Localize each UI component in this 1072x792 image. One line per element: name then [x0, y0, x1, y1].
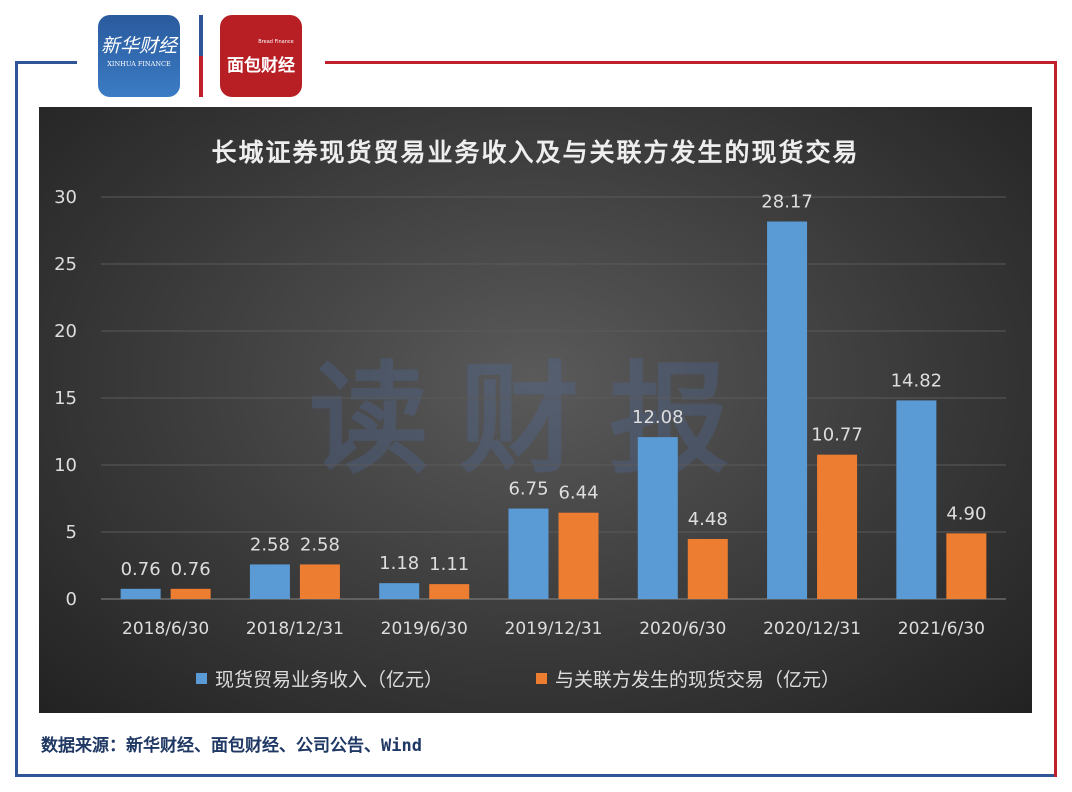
- logo-text: 新华财经: [100, 35, 177, 57]
- bar-revenue: [637, 437, 678, 599]
- data-label: 10.77: [811, 425, 863, 446]
- data-label: 12.08: [632, 407, 684, 428]
- frame-right: [1054, 61, 1057, 777]
- legend-label: 现货贸易业务收入（亿元）: [215, 669, 444, 691]
- legend-item-revenue: 现货贸易业务收入（亿元）: [196, 665, 443, 692]
- bar-revenue: [249, 564, 290, 599]
- frame-bottom: [15, 774, 1057, 777]
- logo-divider: [199, 15, 203, 56]
- data-label: 2.58: [300, 534, 340, 555]
- data-label: 14.82: [891, 370, 943, 391]
- bread-finance-logo: Bread Finance 面包财经: [220, 15, 302, 97]
- frame-top-red: [325, 61, 1057, 64]
- data-label: 1.11: [429, 554, 469, 575]
- bar-related-trade: [170, 588, 211, 599]
- data-label: 0.76: [121, 559, 161, 580]
- y-tick-label: 5: [66, 522, 77, 543]
- data-label: 4.90: [946, 503, 986, 524]
- chart-panel: 读财报 长城证券现货贸易业务收入及与关联方发生的现货交易 0 5 10 15 20 25 3…: [39, 107, 1032, 713]
- legend-swatch-orange: [536, 673, 547, 684]
- chart-title: 长城证券现货贸易业务收入及与关联方发生的现货交易: [211, 138, 860, 167]
- data-label: 28.17: [761, 192, 813, 213]
- data-label: 4.48: [688, 509, 728, 530]
- frame-left: [15, 61, 18, 777]
- frame-top-blue: [15, 61, 77, 64]
- y-tick-label: 30: [54, 187, 77, 208]
- bar-related-trade: [687, 538, 728, 599]
- logo-text: 面包财经: [227, 56, 295, 76]
- y-tick-label: 25: [54, 254, 77, 275]
- x-tick-label: 2020/6/30: [639, 619, 726, 639]
- data-label: 0.76: [171, 559, 211, 580]
- bar-related-trade: [558, 512, 599, 599]
- x-tick-label: 2021/6/30: [898, 619, 985, 639]
- data-label: 2.58: [250, 534, 290, 555]
- x-tick-label: 2018/12/31: [246, 619, 344, 639]
- x-tick-label: 2020/12/31: [763, 619, 861, 639]
- bar-related-trade: [429, 584, 470, 599]
- bar-revenue: [379, 583, 420, 599]
- bar-chart: 0 5 10 15 20 25 30 2018/6/30 0.76 0.76 2018/12/31 2…: [54, 187, 1006, 639]
- legend-swatch-blue: [196, 673, 207, 684]
- data-label: 6.44: [558, 483, 598, 504]
- bar-revenue: [120, 588, 161, 599]
- x-tick-label: 2019/12/31: [505, 619, 603, 639]
- y-tick-label: 10: [54, 455, 77, 476]
- data-label: 1.18: [379, 553, 419, 574]
- legend-label: 与关联方发生的现货交易（亿元）: [555, 669, 841, 691]
- bar-related-trade: [299, 564, 340, 599]
- bar-revenue: [767, 221, 808, 599]
- xinhua-finance-logo: 新华财经 XINHUA FINANCE: [98, 15, 180, 97]
- y-tick-label: 20: [54, 321, 77, 342]
- source-note: 数据来源：新华财经、面包财经、公司公告、Wind: [41, 736, 422, 756]
- x-tick-label: 2019/6/30: [381, 619, 468, 639]
- logo-divider-red: [199, 56, 203, 97]
- logo-subtext: Bread Finance: [258, 39, 294, 45]
- logo-subtext: XINHUA FINANCE: [107, 60, 171, 68]
- legend-item-related: 与关联方发生的现货交易（亿元）: [536, 665, 840, 692]
- y-tick-label: 15: [54, 388, 77, 409]
- bar-revenue: [508, 508, 549, 599]
- bar-related-trade: [817, 454, 858, 599]
- x-tick-label: 2018/6/30: [122, 619, 209, 639]
- data-label: 6.75: [508, 479, 548, 500]
- y-tick-label: 0: [66, 589, 77, 610]
- bar-related-trade: [946, 533, 987, 599]
- bar-revenue: [896, 400, 937, 599]
